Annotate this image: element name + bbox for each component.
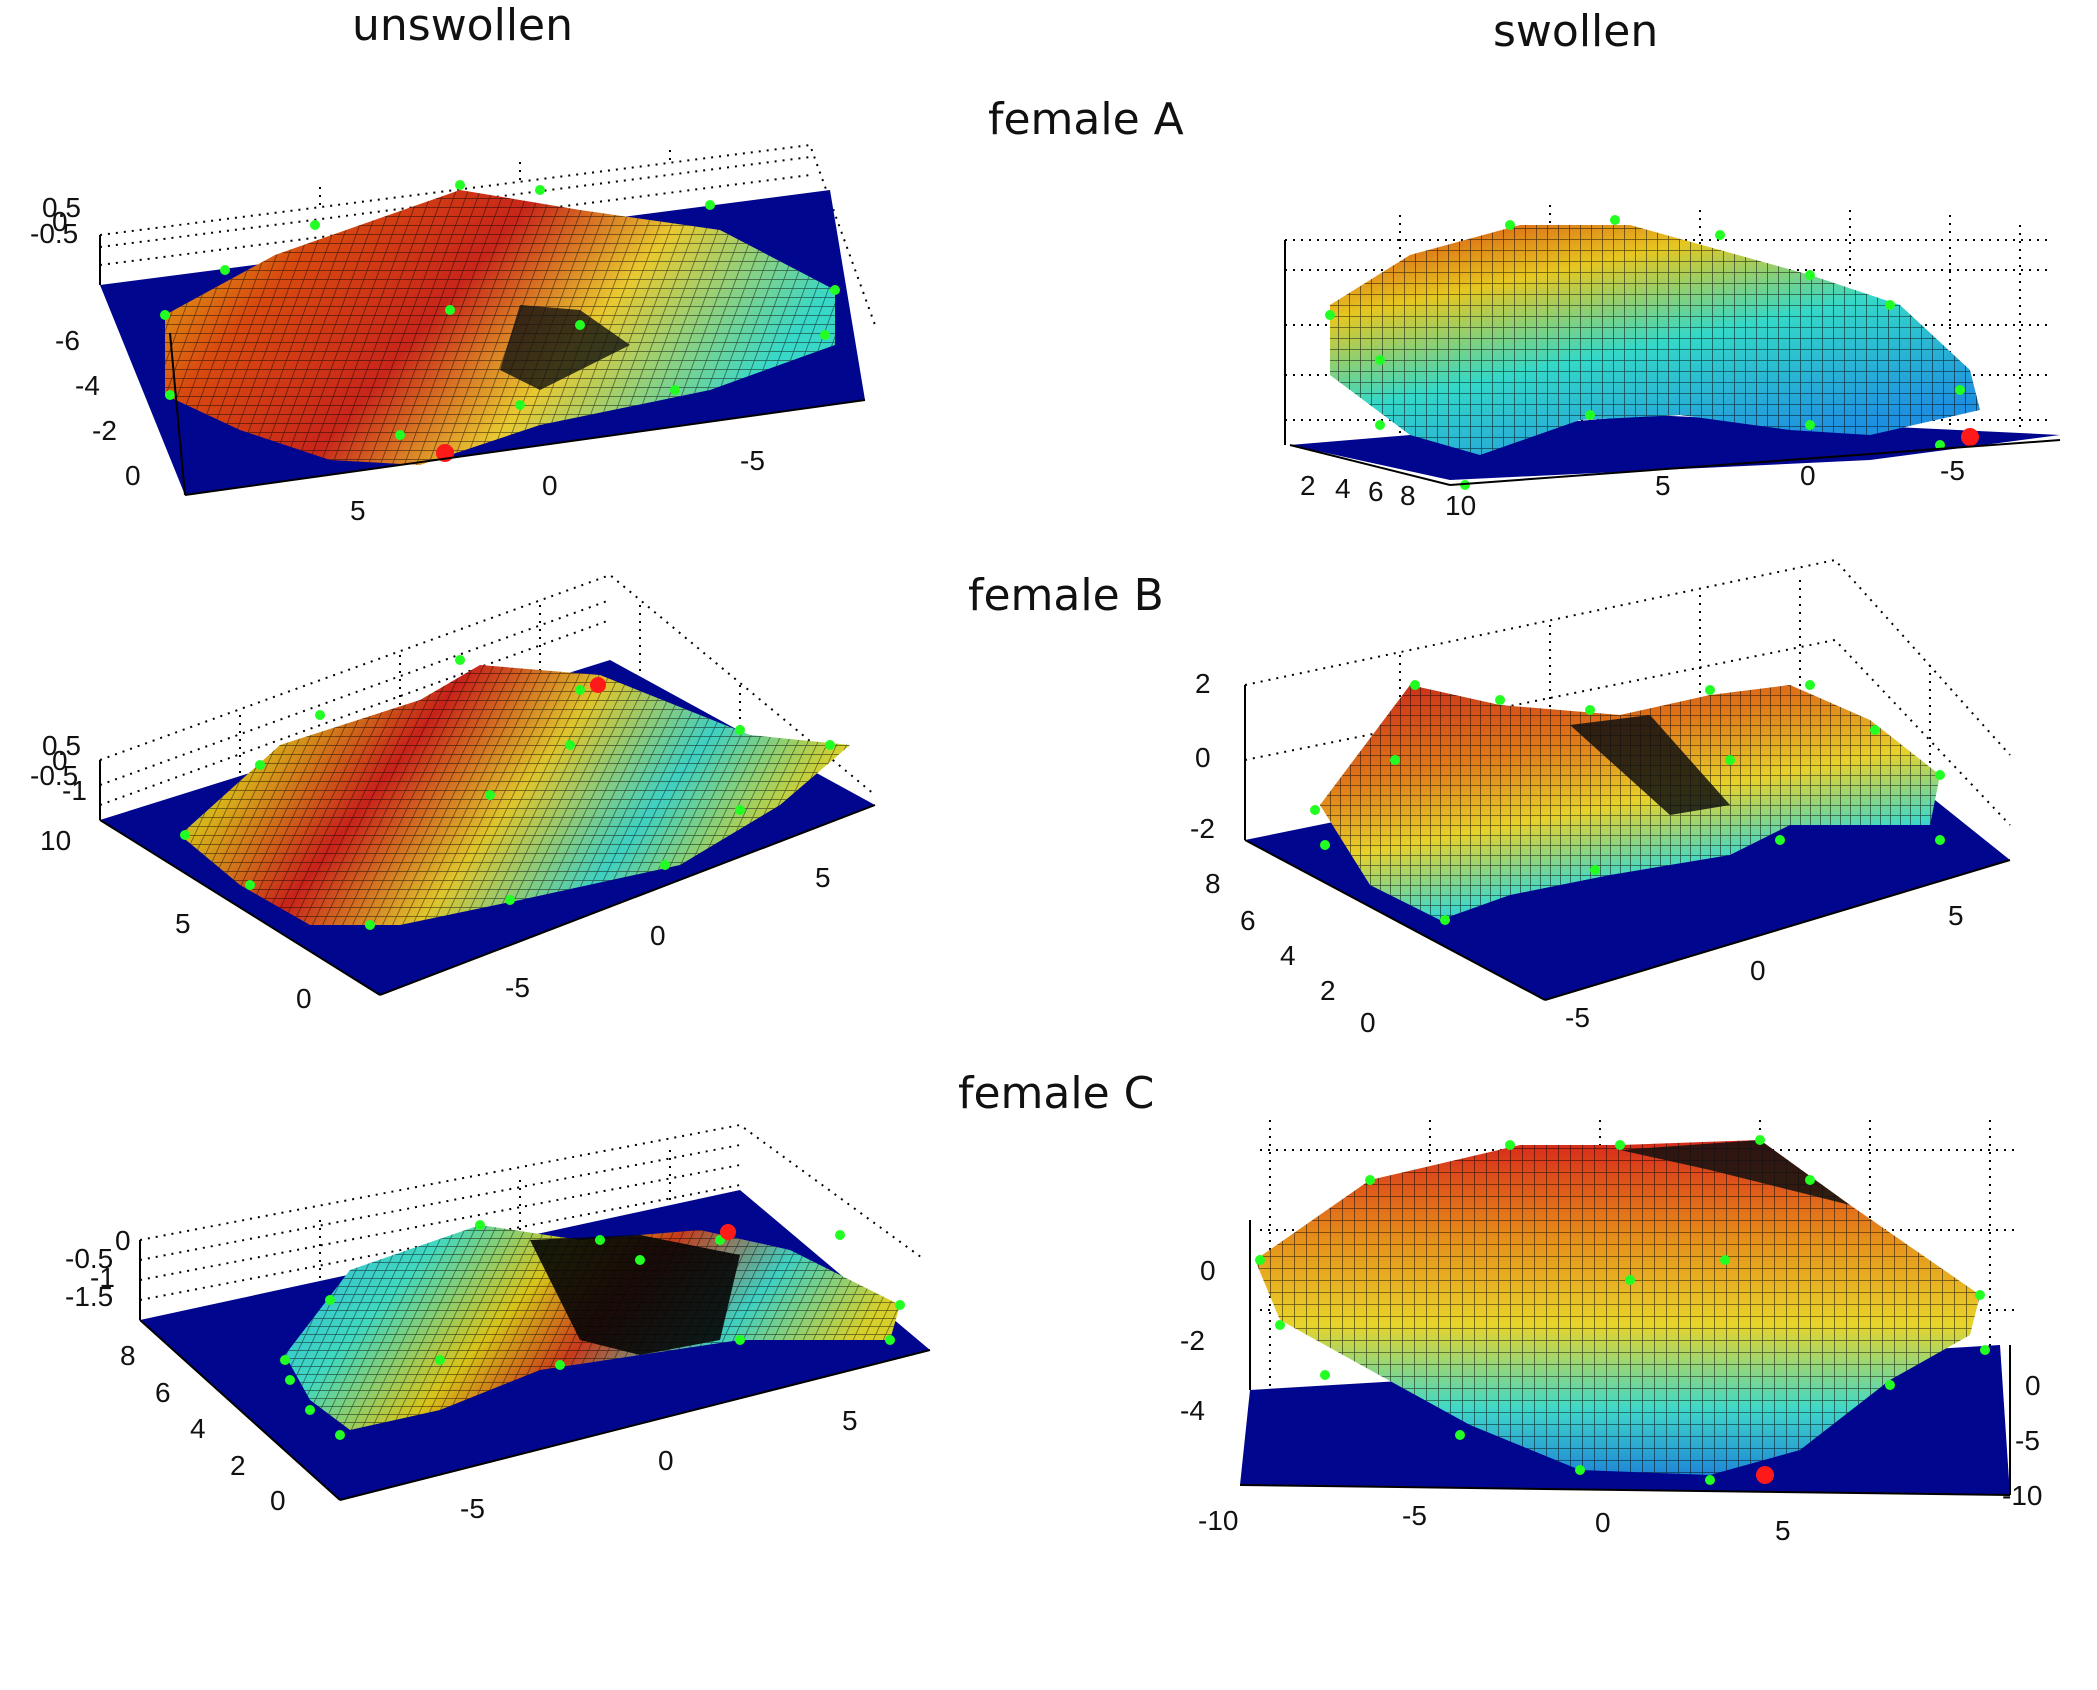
surface-plot-female-b-unswollen: 0.5 0 -0.5 -1 10 5 0 5 0 -5: [20, 565, 900, 1025]
y-tick-label: 4: [1335, 473, 1351, 504]
z-tick-labels: 2 0 -2: [1190, 668, 1215, 844]
y-tick-label: -4: [75, 370, 100, 401]
x-tick-label: -5: [1402, 1500, 1427, 1531]
x-tick-label: -5: [460, 1493, 485, 1524]
x-tick-label: 0: [650, 920, 666, 951]
surface-plot-female-b-swollen: 2 0 -2 8 6 4 2 0 5 0 -5: [1170, 555, 2050, 1035]
y-tick-labels: 0 -5 -10: [2002, 1370, 2042, 1511]
x-tick-label: 5: [1775, 1515, 1791, 1546]
row-title-female-a: female A: [988, 94, 1184, 145]
y-tick-labels: 10 5 0: [40, 825, 312, 1014]
y-tick-label: 2: [1320, 975, 1336, 1006]
y-tick-label: 4: [1280, 940, 1296, 971]
x-tick-label: 5: [1655, 470, 1671, 501]
x-tick-label: 0: [658, 1445, 674, 1476]
y-tick-label: 0: [2025, 1370, 2041, 1401]
x-tick-labels: 5 0 -5: [460, 1405, 858, 1524]
x-tick-label: 0: [542, 470, 558, 501]
column-title-unswollen: unswollen: [352, 0, 574, 51]
z-tick-labels: 0 -0.5 -1 -1.5: [65, 1225, 131, 1312]
y-tick-label: 0: [1360, 1007, 1376, 1035]
z-tick-label: 0: [52, 206, 68, 237]
y-tick-label: 0: [296, 983, 312, 1014]
y-tick-label: 10: [1445, 490, 1476, 521]
row-title-female-c: female C: [958, 1068, 1155, 1119]
y-tick-label: 0: [125, 460, 141, 491]
surface-plot-female-c-unswollen: 0 -0.5 -1 -1.5 8 6 4 2 0 5 0 -5: [20, 1110, 940, 1540]
y-tick-label: 8: [1205, 868, 1221, 899]
x-tick-labels: -10 -5 0 5: [1198, 1500, 1791, 1546]
z-tick-label: -0.5: [30, 218, 78, 249]
y-tick-label: -2: [92, 415, 117, 446]
z-tick-label: -1.5: [65, 1281, 113, 1312]
y-tick-label: -10: [2002, 1480, 2042, 1511]
x-tick-label: 0: [1750, 955, 1766, 986]
x-tick-label: -5: [1940, 455, 1965, 486]
surface-plot-female-c-swollen: 0 -2 -4 0 -5 -10 -10 -5 0 5: [1150, 1100, 2070, 1570]
x-tick-label: -5: [1565, 1002, 1590, 1033]
z-tick-label: -0.5: [65, 1243, 113, 1274]
z-tick-label: -0.5: [30, 760, 78, 791]
z-tick-label: 0: [1195, 742, 1211, 773]
z-tick-label: 0.5: [42, 730, 81, 761]
y-tick-labels: 8 6 4 2 0: [120, 1340, 286, 1516]
z-tick-label: 0: [52, 745, 68, 776]
y-tick-label: 0: [270, 1485, 286, 1516]
y-tick-label: -5: [2015, 1425, 2040, 1456]
x-tick-label: 5: [815, 862, 831, 893]
row-title-female-b: female B: [968, 570, 1164, 621]
z-tick-labels: 0 -2 -4: [1180, 1255, 1216, 1426]
z-tick-label: -2: [1180, 1325, 1205, 1356]
y-tick-labels: 8 6 4 2 0: [1205, 868, 1376, 1035]
z-tick-label: 0.5: [42, 192, 81, 223]
z-tick-label: 0: [115, 1225, 131, 1256]
x-tick-label: 5: [350, 495, 366, 525]
y-tick-label: 4: [190, 1413, 206, 1444]
z-tick-labels: 0.5 0 -0.5: [30, 192, 81, 249]
y-tick-label: 2: [1300, 470, 1316, 501]
column-title-swollen: swollen: [1493, 6, 1659, 57]
x-tick-label: 5: [842, 1405, 858, 1436]
z-tick-labels: 0.5 0 -0.5 -1: [30, 730, 87, 806]
surface-plot-female-a-unswollen: 0.5 0 -0.5 -6 -4 -2 0 5 0 -5: [20, 135, 900, 525]
z-tick-label: -1: [62, 775, 87, 806]
y-tick-label: 8: [1400, 480, 1416, 511]
y-tick-label: 6: [1368, 476, 1384, 507]
z-tick-label: -2: [1190, 813, 1215, 844]
z-tick-label: -1: [90, 1262, 115, 1293]
surface-plot-female-a-swollen: 2 4 6 8 10 5 0 -5: [1250, 195, 2080, 525]
x-tick-label: -5: [740, 445, 765, 476]
y-tick-label: -6: [55, 325, 80, 356]
x-tick-label: -10: [1198, 1505, 1238, 1536]
z-tick-label: 0: [1200, 1255, 1216, 1286]
y-tick-label: 8: [120, 1340, 136, 1371]
y-tick-label: 2: [230, 1450, 246, 1481]
x-tick-labels: 5 0 -5: [505, 862, 831, 1003]
x-tick-label: 5: [1948, 900, 1964, 931]
green-markers: [160, 180, 840, 440]
x-tick-labels: 5 0 -5: [1565, 900, 1964, 1033]
y-tick-label: 6: [1240, 905, 1256, 936]
y-tick-labels: -6 -4 -2 0: [55, 325, 141, 491]
y-tick-label: 6: [155, 1377, 171, 1408]
y-tick-label: 10: [40, 825, 71, 856]
y-tick-labels: 2 4 6 8 10: [1300, 470, 1476, 521]
axis-box: [99, 143, 876, 326]
y-tick-label: 5: [175, 908, 191, 939]
x-tick-labels: 5 0 -5: [1655, 455, 1965, 501]
x-tick-labels: 5 0 -5: [350, 445, 765, 525]
x-tick-label: -5: [505, 972, 530, 1003]
x-tick-label: 0: [1800, 460, 1816, 491]
z-tick-label: -4: [1180, 1395, 1205, 1426]
x-tick-label: 0: [1595, 1507, 1611, 1538]
z-tick-label: 2: [1195, 668, 1211, 699]
